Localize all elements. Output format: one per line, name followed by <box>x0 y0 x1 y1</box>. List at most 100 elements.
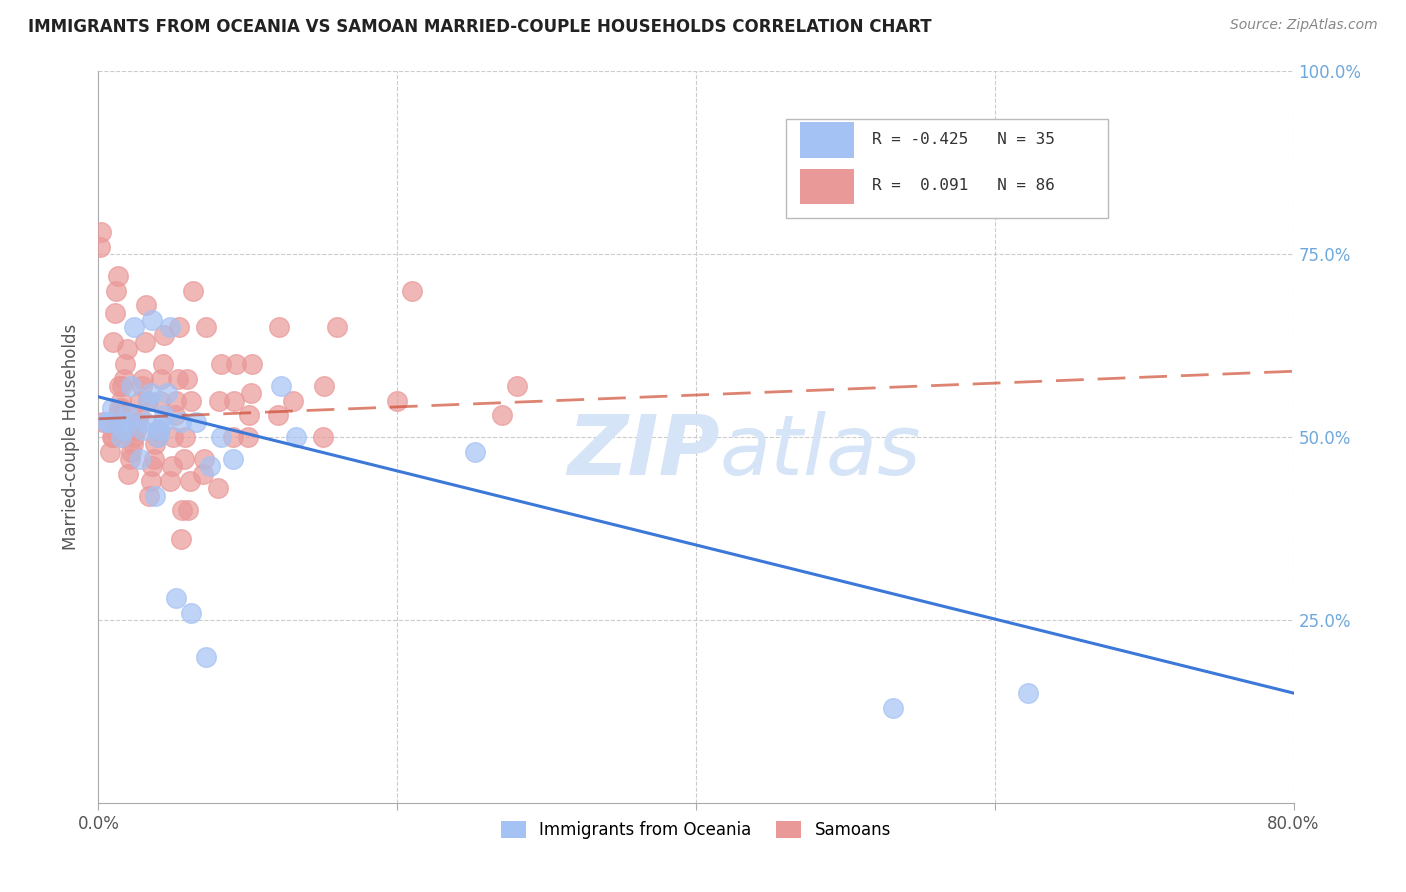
Point <box>269 320 291 334</box>
Point <box>207 481 229 495</box>
Point <box>312 379 335 393</box>
Point <box>115 416 138 430</box>
Point <box>134 416 156 430</box>
Point <box>127 416 149 430</box>
Point <box>139 386 162 401</box>
Point <box>153 327 176 342</box>
Point <box>239 386 262 401</box>
Point <box>153 408 176 422</box>
Point <box>176 371 198 385</box>
Point <box>464 444 486 458</box>
Point <box>103 430 125 444</box>
Text: Source: ZipAtlas.com: Source: ZipAtlas.com <box>1230 18 1378 32</box>
Point <box>112 423 135 437</box>
Point <box>114 357 136 371</box>
Point <box>195 649 218 664</box>
Point <box>159 320 181 334</box>
Point <box>150 371 173 385</box>
Point <box>112 371 135 385</box>
Point <box>91 416 114 430</box>
Point <box>165 393 187 408</box>
Point <box>111 430 134 444</box>
Point <box>160 459 183 474</box>
Point <box>159 474 181 488</box>
Point <box>143 489 166 503</box>
Point <box>128 408 150 422</box>
Point <box>105 284 128 298</box>
Point <box>165 591 187 605</box>
Point <box>222 452 245 467</box>
Point <box>110 430 132 444</box>
Point <box>240 357 263 371</box>
Point <box>180 393 202 408</box>
Point <box>236 430 259 444</box>
Text: IMMIGRANTS FROM OCEANIA VS SAMOAN MARRIED-COUPLE HOUSEHOLDS CORRELATION CHART: IMMIGRANTS FROM OCEANIA VS SAMOAN MARRIE… <box>28 18 932 36</box>
Point <box>104 306 127 320</box>
Point <box>184 416 207 430</box>
Point <box>136 393 159 408</box>
Point <box>111 379 134 393</box>
Point <box>141 459 163 474</box>
Point <box>195 320 218 334</box>
Point <box>117 467 139 481</box>
Point <box>209 357 232 371</box>
Point <box>120 444 142 458</box>
Point <box>94 416 117 430</box>
FancyBboxPatch shape <box>800 169 853 204</box>
Text: R = -0.425   N = 35: R = -0.425 N = 35 <box>872 132 1054 147</box>
Point <box>134 334 156 349</box>
FancyBboxPatch shape <box>786 119 1108 218</box>
Point <box>90 225 112 239</box>
Point <box>107 408 129 422</box>
Point <box>326 320 349 334</box>
Point <box>882 700 904 714</box>
Point <box>281 393 304 408</box>
Point <box>145 430 167 444</box>
Point <box>208 393 231 408</box>
Point <box>162 430 184 444</box>
Point <box>173 452 195 467</box>
Point <box>97 416 120 430</box>
Point <box>152 357 174 371</box>
Point <box>174 430 197 444</box>
Point <box>222 430 245 444</box>
Point <box>401 284 423 298</box>
Text: R =  0.091   N = 86: R = 0.091 N = 86 <box>872 178 1054 194</box>
Point <box>270 379 292 393</box>
Point <box>148 423 170 437</box>
Point <box>108 401 131 415</box>
Point <box>169 416 191 430</box>
Point <box>110 401 132 415</box>
Point <box>117 408 139 422</box>
Point <box>506 379 529 393</box>
Point <box>129 452 152 467</box>
Point <box>132 371 155 385</box>
Point <box>177 503 200 517</box>
Point <box>311 430 333 444</box>
Point <box>110 393 132 408</box>
Point <box>107 269 129 284</box>
Point <box>181 284 204 298</box>
Point <box>104 423 127 437</box>
Point <box>131 379 153 393</box>
Point <box>169 533 191 547</box>
Point <box>101 401 124 415</box>
Point <box>118 452 141 467</box>
Point <box>149 393 172 408</box>
Point <box>98 444 122 458</box>
Point <box>172 503 194 517</box>
Point <box>180 606 202 620</box>
Point <box>224 393 246 408</box>
Point <box>125 423 148 437</box>
Point <box>124 430 146 444</box>
Legend: Immigrants from Oceania, Samoans: Immigrants from Oceania, Samoans <box>494 814 898 846</box>
Point <box>129 393 152 408</box>
Point <box>139 474 162 488</box>
Point <box>138 489 160 503</box>
Point <box>156 386 179 401</box>
Point <box>179 474 201 488</box>
Text: atlas: atlas <box>720 411 921 492</box>
Point <box>491 408 513 422</box>
Point <box>105 416 128 430</box>
Point <box>152 416 174 430</box>
